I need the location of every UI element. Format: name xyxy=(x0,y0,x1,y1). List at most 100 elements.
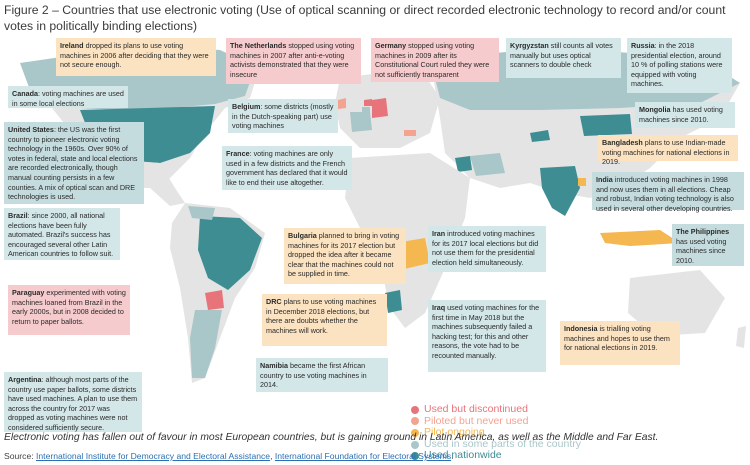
annotation-drc: DRC plans to use voting machines in Dece… xyxy=(262,294,387,346)
country-name-belgium: Belgium xyxy=(232,102,261,111)
country-name-canada: Canada xyxy=(12,89,38,98)
land-africa xyxy=(345,153,470,328)
annotation-text-india: introduced voting machines in 1998 and n… xyxy=(596,175,734,213)
region-belgium xyxy=(362,107,370,112)
figure-title: Figure 2 – Countries that use electronic… xyxy=(4,3,726,33)
annotation-paraguay: Paraguay experimented with voting machin… xyxy=(8,285,130,335)
annotation-brazil: Brazil: since 2000, all national electio… xyxy=(4,208,120,260)
legend-swatch xyxy=(411,428,419,437)
annotation-text-indonesia: is trialling voting machines and hopes t… xyxy=(564,324,670,353)
annotation-text-russia: : in the 2018 presidential election, aro… xyxy=(631,41,723,89)
region-france xyxy=(350,112,372,132)
country-name-germany: Germany xyxy=(375,41,407,50)
annotation-text-netherlands: stopped using voting machines in 2007 af… xyxy=(230,41,355,79)
region-netherlands xyxy=(364,99,372,106)
source-suffix: . xyxy=(451,451,454,461)
annotation-text-bulgaria: planned to bring in voting machines for … xyxy=(288,231,400,279)
annotation-text-germany: stopped using voting machines in 2009 af… xyxy=(375,41,490,79)
annotation-text-france: : voting machines are only used in a few… xyxy=(226,149,348,187)
annotation-text-mongolia: has used voting machines since 2010. xyxy=(639,105,723,124)
country-name-namibia: Namibia xyxy=(260,361,288,370)
country-name-iran: Iran xyxy=(432,229,446,238)
region-namibia xyxy=(385,290,402,313)
country-name-india: India xyxy=(596,175,613,184)
annotation-argentina: Argentina: although most parts of the co… xyxy=(4,372,142,432)
annotation-philippines: The Philippines has used voting machines… xyxy=(672,224,744,266)
annotation-mongolia: Mongolia has used voting machines since … xyxy=(635,102,735,128)
annotation-ireland: Ireland dropped its plans to use voting … xyxy=(56,38,216,76)
source-prefix: Source: xyxy=(4,451,37,461)
legend-swatch xyxy=(411,405,419,414)
annotation-bangladesh: Bangladesh plans to use Indian-made voti… xyxy=(598,135,738,166)
annotation-iraq: Iraq used voting machines for the first … xyxy=(428,300,546,372)
annotation-text-belgium: : some districts (mostly in the Dutch-sp… xyxy=(232,102,334,131)
region-mongolia xyxy=(580,114,632,136)
region-india xyxy=(540,166,580,216)
figure-caption: Electronic voting has fallen out of favo… xyxy=(4,432,659,443)
legend-item-piloted-but-never-used: Piloted but never used xyxy=(411,414,581,428)
annotation-usa: United States: the US was the first coun… xyxy=(4,122,144,204)
land-australia xyxy=(628,270,725,336)
land-new-zealand xyxy=(736,326,746,348)
annotation-kyrgyzstan: Kyrgyzstan still counts all votes manual… xyxy=(506,38,621,78)
annotation-text-drc: plans to use voting machines in December… xyxy=(266,297,377,335)
map-legend: Used but discontinued Piloted but never … xyxy=(411,403,581,462)
country-name-paraguay: Paraguay xyxy=(12,288,45,297)
source-link-ifes[interactable]: International Foundation for Electoral S… xyxy=(274,451,452,461)
annotation-text-bangladesh: plans to use Indian-made voting machines… xyxy=(602,138,730,167)
country-name-kyrgyzstan: Kyrgyzstan xyxy=(510,41,549,50)
country-name-drc: DRC xyxy=(266,297,282,306)
annotation-text-iraq: used voting machines for the first time … xyxy=(432,303,540,360)
annotation-text-canada: : voting machines are used in some local… xyxy=(12,89,124,108)
annotation-namibia: Namibia became the first African country… xyxy=(256,358,388,392)
source-separator: , xyxy=(270,451,275,461)
annotation-bulgaria: Bulgaria planned to bring in voting mach… xyxy=(284,228,406,284)
annotation-text-usa: : the US was the first country to pionee… xyxy=(8,125,138,202)
annotation-india: India introduced voting machines in 1998… xyxy=(592,172,744,213)
annotation-russia: Russia: in the 2018 presidential electio… xyxy=(627,38,732,93)
annotation-text-kyrgyzstan: still counts all votes manually but uses… xyxy=(510,41,613,70)
legend-label: Used but discontinued xyxy=(424,403,528,415)
legend-label: Piloted but never used xyxy=(424,414,529,427)
country-name-bulgaria: Bulgaria xyxy=(288,231,317,240)
country-name-netherlands: The Netherlands xyxy=(230,41,287,50)
country-name-mongolia: Mongolia xyxy=(639,105,671,114)
region-iraq xyxy=(455,156,472,172)
annotation-text-namibia: became the first African country to use … xyxy=(260,361,367,390)
country-name-iraq: Iraq xyxy=(432,303,446,312)
legend-item-used-in-some-parts: Used in some parts of the country xyxy=(411,438,581,451)
legend-label: Used nationwide xyxy=(424,449,502,462)
region-indonesia xyxy=(600,230,680,246)
annotation-germany: Germany stopped using voting machines in… xyxy=(371,38,499,82)
country-name-brazil: Brazil xyxy=(8,211,28,220)
annotation-belgium: Belgium: some districts (mostly in the D… xyxy=(228,99,338,133)
legend-item-pilot-ongoing: Pilot ongoing xyxy=(411,427,581,439)
region-kyrgyzstan xyxy=(530,130,550,142)
region-argentina xyxy=(190,310,222,378)
region-germany xyxy=(372,98,388,118)
legend-label: Pilot ongoing xyxy=(424,426,485,439)
country-name-argentina: Argentina xyxy=(8,375,42,384)
annotation-text-brazil: : since 2000, all national elections hav… xyxy=(8,211,114,259)
annotation-text-paraguay: experimented with voting machines loaned… xyxy=(12,288,126,326)
legend-swatch xyxy=(411,417,419,426)
source-link-idea[interactable]: International Institute for Democracy an… xyxy=(36,451,271,461)
country-name-france: France xyxy=(226,149,250,158)
region-venezuela xyxy=(188,206,215,220)
legend-swatch xyxy=(411,452,419,461)
annotation-france: France: voting machines are only used in… xyxy=(222,146,352,190)
annotation-text-ireland: dropped its plans to use voting machines… xyxy=(60,41,209,70)
annotation-text-argentina: : although most parts of the country use… xyxy=(8,375,138,432)
source-line: Source: International Institute for Demo… xyxy=(4,451,454,461)
legend-item-used-but-discontinued: Used but discontinued xyxy=(411,403,581,416)
country-name-ireland: Ireland xyxy=(60,41,84,50)
country-name-bangladesh: Bangladesh xyxy=(602,138,643,147)
region-ireland xyxy=(338,98,346,109)
region-brazil xyxy=(198,216,262,290)
annotation-text-philippines: has used voting machines since 2010. xyxy=(676,236,727,265)
region-iran xyxy=(470,153,505,176)
annotation-iran: Iran introduced voting machines for its … xyxy=(428,226,546,272)
country-name-indonesia: Indonesia xyxy=(564,324,598,333)
region-bulgaria xyxy=(404,130,416,136)
annotation-indonesia: Indonesia is trialling voting machines a… xyxy=(560,321,680,365)
